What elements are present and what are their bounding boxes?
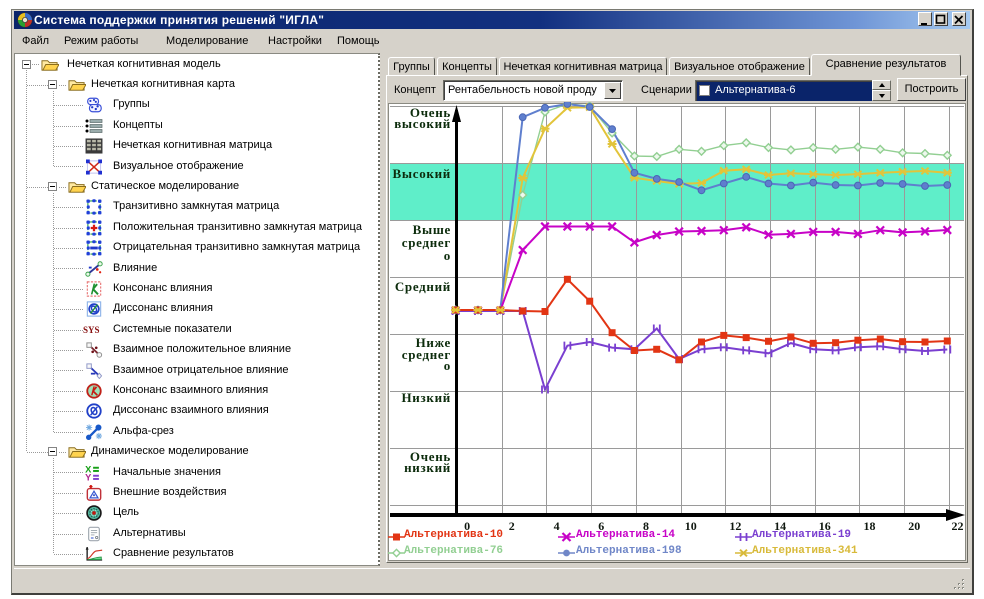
svg-text:SYS: SYS	[83, 325, 100, 335]
svg-text:Y: Y	[85, 472, 92, 480]
svg-text:X: X	[85, 465, 92, 475]
